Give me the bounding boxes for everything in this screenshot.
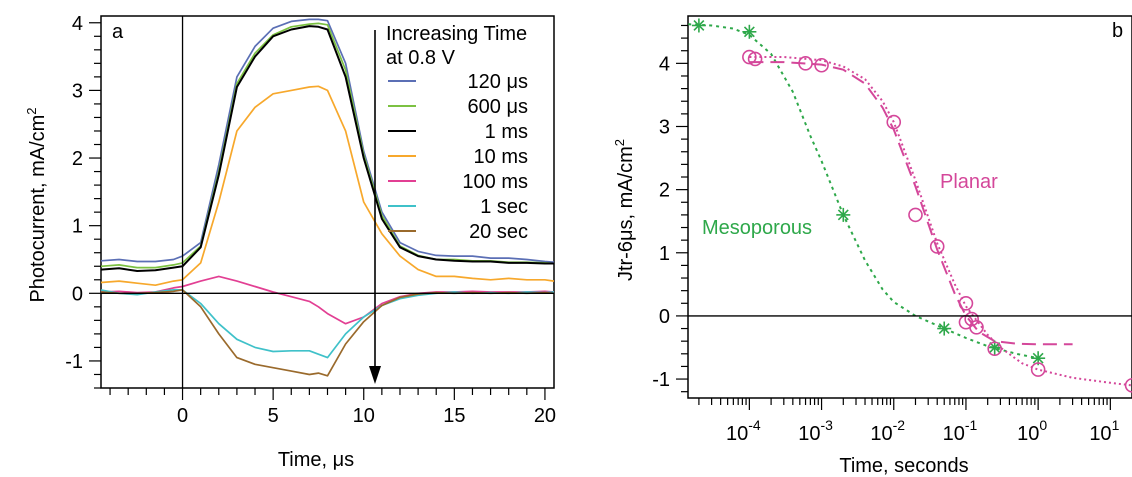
planar-point [798,56,813,71]
panel-b-label: b [1112,20,1123,42]
legend-item-label: 1 ms [485,121,528,143]
legend-item-label: 10 ms [474,146,528,168]
planar-point [908,207,923,223]
y-tick-label: 2 [659,180,670,202]
x-tick-label: 10-1 [943,417,978,445]
panel-b-y-axis-title-sup: 2 [612,139,627,146]
panel-a-y-axis-title: Photocurrent, mA/cm2 [24,107,49,302]
planar-point [1124,378,1132,393]
x-tick-label: 5 [268,405,279,427]
planar-point [964,311,979,327]
x-tick-label-exponent: -4 [748,417,761,433]
y-tick-label: 1 [659,243,670,265]
x-tick-label: 15 [443,405,465,427]
panel-a-x-axis-title: Time, μs [278,449,354,471]
x-tick-label: 20 [534,405,556,427]
legend-title-line-1: Increasing Time [386,23,527,45]
panel-b-y-axis-title-main: Jtr-6μs, mA/cm [615,146,637,281]
series-line-3 [100,85,555,287]
x-tick-label-exponent: -1 [965,417,978,433]
series-line-6 [100,289,555,377]
planar-point [1030,362,1046,377]
panel-b-x-axis-title: Time, seconds [839,455,968,477]
planar-point [814,57,829,73]
y-tick-label: -1 [65,351,83,373]
panel-b-series-group [688,18,1132,393]
y-tick-label: 4 [72,13,83,35]
x-tick-label: 101 [1089,417,1119,445]
mesoporous-point [937,321,952,336]
x-tick-label: 10-4 [726,417,761,445]
x-tick-label-base: 10 [870,423,892,445]
planar-fit-curve-dashed [749,61,1073,346]
x-tick-label-exponent: -2 [893,417,906,433]
panel-b-plot-frame [687,15,1132,399]
y-tick-label: -1 [652,369,670,391]
planar-point [747,51,763,67]
legend-title-line-2: at 0.8 V [386,47,456,69]
series-line-4 [100,275,555,325]
annotation-planar: Planar [940,171,998,193]
arrowhead-icon [369,366,381,384]
legend-item-label: 20 sec [469,221,528,243]
panel-a-series-group [100,18,555,377]
panel-a-axes: 0 5 10 15 20 -1 0 1 2 3 4 [65,13,556,427]
legend-item-label: 120 μs [468,71,528,93]
y-tick-label: 4 [659,53,670,75]
planar-point [969,319,984,335]
mesoporous-point [691,18,706,33]
planar-point [742,49,757,65]
mesoporous-point [742,24,757,39]
annotation-mesoporous: Mesoporous [702,217,812,239]
x-tick-label-base: 10 [798,423,820,445]
planar-point [929,239,945,254]
x-tick-label: 10 [353,405,375,427]
legend-item-label: 600 μs [468,96,528,118]
y-tick-label: 1 [72,216,83,238]
series-line-0 [100,18,555,264]
y-tick-label: 2 [72,148,83,170]
panel-a-chart: 0 5 10 15 20 -1 0 1 2 3 4 a Increasing Time at 0.8… [24,13,556,471]
panel-a-y-axis-title-sup: 2 [24,107,39,114]
panel-a-label: a [112,21,124,43]
planar-point [987,341,1002,357]
planar-fit-curve-dotted [749,56,1132,387]
y-tick-label: 3 [659,116,670,138]
series-line-5 [100,289,555,359]
y-tick-label: 3 [72,80,83,102]
x-tick-label-exponent: 1 [1112,417,1120,433]
x-tick-label: 10-3 [798,417,833,445]
mesoporous-point [836,207,851,222]
x-tick-label: 0 [177,405,188,427]
x-tick-label-base: 10 [943,423,965,445]
x-tick-label-exponent: -3 [820,417,833,433]
x-tick-label: 10-2 [870,417,905,445]
y-tick-label: 0 [72,283,83,305]
x-tick-label-exponent: 0 [1039,417,1047,433]
x-tick-label-base: 10 [1017,423,1039,445]
x-tick-label: 100 [1017,417,1047,445]
x-tick-label-base: 10 [726,423,748,445]
y-tick-label: 0 [659,306,670,328]
series-line-2 [100,25,554,272]
planar-point [958,295,974,311]
planar-point [886,114,902,130]
legend-item-label: 1 sec [480,196,528,218]
panel-a-legend: Increasing Time at 0.8 V 120 μs 600 μs 1 m… [386,23,528,243]
panel-b-y-axis-title: Jtr-6μs, mA/cm2 [612,139,637,281]
legend-item-label: 100 ms [462,171,528,193]
panel-a-y-axis-title-main: Photocurrent, mA/cm [27,115,49,303]
x-tick-label-base: 10 [1089,423,1111,445]
